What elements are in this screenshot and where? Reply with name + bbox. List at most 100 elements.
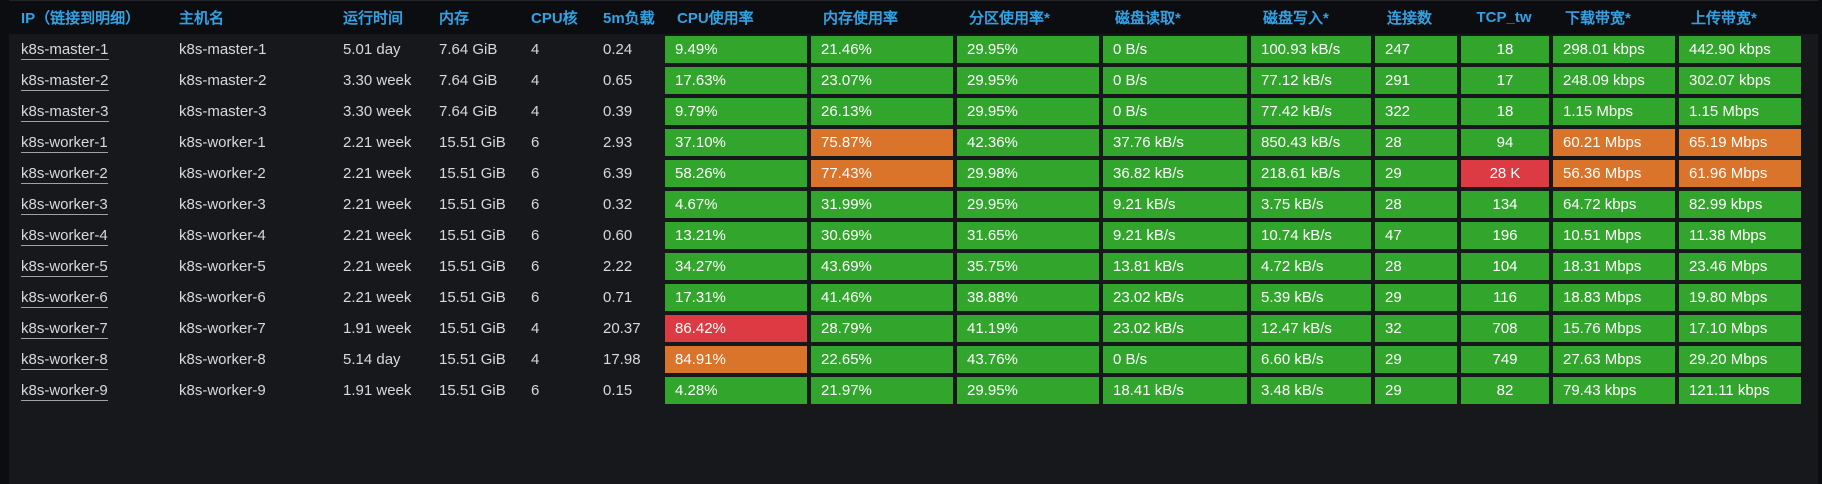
metric-value-partition_usage: 38.88%: [957, 284, 1099, 311]
cell-download_bw: 1.15 Mbps: [1553, 96, 1679, 127]
cell-connections: 28: [1375, 127, 1461, 158]
metric-value-disk_read: 0 B/s: [1103, 67, 1247, 94]
cell-hostname: k8s-worker-7: [179, 320, 266, 337]
cell-load_5m: 0.71: [603, 289, 633, 306]
table-row: k8s-worker-2 k8s-worker-2 2.21 week 15.51 G…: [9, 158, 1818, 189]
column-header-upload_bw[interactable]: 上传带宽*: [1679, 1, 1805, 34]
metric-value-cpu_usage: 84.91%: [665, 346, 807, 373]
metric-value-tcp_tw: 196: [1461, 222, 1549, 249]
metric-value-partition_usage: 31.65%: [957, 222, 1099, 249]
cell-ip: k8s-worker-8: [9, 344, 167, 375]
metric-value-tcp_tw: 708: [1461, 315, 1549, 342]
column-header-connections[interactable]: 连接数: [1375, 1, 1461, 34]
ip-detail-link[interactable]: k8s-master-2: [21, 72, 109, 91]
cell-download_bw: 15.76 Mbps: [1553, 313, 1679, 344]
metric-value-disk_read: 9.21 kB/s: [1103, 191, 1247, 218]
column-header-hostname[interactable]: 主机名: [167, 1, 331, 34]
column-header-load_5m[interactable]: 5m负载: [591, 1, 665, 34]
ip-detail-link[interactable]: k8s-worker-1: [21, 134, 108, 153]
cell-load_5m: 17.98: [603, 351, 641, 368]
cell-disk_read: 37.76 kB/s: [1103, 127, 1251, 158]
cell-cpu_usage: 9.49%: [665, 34, 811, 65]
metric-value-download_bw: 56.36 Mbps: [1553, 160, 1675, 187]
cell-mem_usage: 75.87%: [811, 127, 957, 158]
metric-value-upload_bw: 82.99 kbps: [1679, 191, 1801, 218]
column-header-download_bw[interactable]: 下载带宽*: [1553, 1, 1679, 34]
metric-value-connections: 28: [1375, 129, 1457, 156]
cell-disk_read: 36.82 kB/s: [1103, 158, 1251, 189]
cell-upload_bw: 29.20 Mbps: [1679, 344, 1805, 375]
cell-mem_usage: 30.69%: [811, 220, 957, 251]
column-header-cpu_cores[interactable]: CPU核: [519, 1, 591, 34]
cell-disk_read: 13.81 kB/s: [1103, 251, 1251, 282]
ip-detail-link[interactable]: k8s-worker-4: [21, 227, 108, 246]
column-header-partition_usage[interactable]: 分区使用率*: [957, 1, 1103, 34]
ip-detail-link[interactable]: k8s-worker-2: [21, 165, 108, 184]
column-header-tcp_tw[interactable]: TCP_tw: [1461, 1, 1553, 34]
cell-uptime: 5.14 day: [343, 351, 401, 368]
cell-cpu_cores: 6: [531, 165, 540, 182]
cell-ip: k8s-worker-9: [9, 375, 167, 406]
column-header-disk_write[interactable]: 磁盘写入*: [1251, 1, 1375, 34]
metric-value-download_bw: 64.72 kbps: [1553, 191, 1675, 218]
cell-uptime: 2.21 week: [343, 289, 412, 306]
cell-tcp_tw: 94: [1461, 127, 1553, 158]
cell-connections: 247: [1375, 34, 1461, 65]
metric-value-disk_read: 0 B/s: [1103, 346, 1247, 373]
cell-disk_write: 4.72 kB/s: [1251, 251, 1375, 282]
ip-detail-link[interactable]: k8s-worker-7: [21, 320, 108, 339]
table-row: k8s-worker-3 k8s-worker-3 2.21 week 15.51 G…: [9, 189, 1818, 220]
ip-detail-link[interactable]: k8s-worker-9: [21, 382, 108, 401]
metric-value-connections: 291: [1375, 67, 1457, 94]
cell-cpu_usage: 4.67%: [665, 189, 811, 220]
cell-upload_bw: 61.96 Mbps: [1679, 158, 1805, 189]
metric-value-disk_read: 0 B/s: [1103, 98, 1247, 125]
cell-uptime: 1.91 week: [343, 320, 412, 337]
cell-cpu_cores: 4: [531, 41, 540, 58]
column-header-disk_read[interactable]: 磁盘读取*: [1103, 1, 1251, 34]
cell-connections: 322: [1375, 96, 1461, 127]
table-header: IP（链接到明细） 主机名 运行时间 内存 CPU核 5m负载 CPU使用率 内存使用率 分区使…: [9, 1, 1818, 34]
cell-uptime: 3.30 week: [343, 72, 412, 89]
column-header-uptime[interactable]: 运行时间: [331, 1, 427, 34]
column-header-cpu_usage[interactable]: CPU使用率: [665, 1, 811, 34]
metric-value-cpu_usage: 86.42%: [665, 315, 807, 342]
ip-detail-link[interactable]: k8s-worker-5: [21, 258, 108, 277]
cell-cpu_usage: 9.79%: [665, 96, 811, 127]
cell-cpu_usage: 86.42%: [665, 313, 811, 344]
metric-value-tcp_tw: 18: [1461, 36, 1549, 63]
cell-disk_read: 9.21 kB/s: [1103, 220, 1251, 251]
cell-ip: k8s-worker-6: [9, 282, 167, 313]
cell-tcp_tw: 104: [1461, 251, 1553, 282]
cell-tcp_tw: 82: [1461, 375, 1553, 406]
cell-disk_read: 18.41 kB/s: [1103, 375, 1251, 406]
cell-load_5m: 0.65: [603, 72, 633, 89]
cell-upload_bw: 65.19 Mbps: [1679, 127, 1805, 158]
cell-ip: k8s-worker-1: [9, 127, 167, 158]
column-header-ip[interactable]: IP（链接到明细）: [9, 1, 167, 34]
metric-value-partition_usage: 29.95%: [957, 377, 1099, 404]
ip-detail-link[interactable]: k8s-worker-6: [21, 289, 108, 308]
ip-detail-link[interactable]: k8s-worker-3: [21, 196, 108, 215]
cell-connections: 29: [1375, 158, 1461, 189]
cell-upload_bw: 121.11 kbps: [1679, 375, 1805, 406]
metric-value-upload_bw: 23.46 Mbps: [1679, 253, 1801, 280]
table-row: k8s-worker-9 k8s-worker-9 1.91 week 15.51 G…: [9, 375, 1818, 406]
metric-value-partition_usage: 41.19%: [957, 315, 1099, 342]
metric-value-cpu_usage: 4.67%: [665, 191, 807, 218]
metric-value-mem_usage: 41.46%: [811, 284, 953, 311]
cell-uptime: 5.01 day: [343, 41, 401, 58]
cell-ip: k8s-master-1: [9, 34, 167, 65]
cell-connections: 32: [1375, 313, 1461, 344]
ip-detail-link[interactable]: k8s-master-1: [21, 41, 109, 60]
metric-value-disk_write: 4.72 kB/s: [1251, 253, 1371, 280]
column-header-memory[interactable]: 内存: [427, 1, 519, 34]
ip-detail-link[interactable]: k8s-master-3: [21, 103, 109, 122]
ip-detail-link[interactable]: k8s-worker-8: [21, 351, 108, 370]
table-row: k8s-master-2 k8s-master-2 3.30 week 7.64 Gi…: [9, 65, 1818, 96]
metric-value-partition_usage: 43.76%: [957, 346, 1099, 373]
column-header-mem_usage[interactable]: 内存使用率: [811, 1, 957, 34]
cell-upload_bw: 302.07 kbps: [1679, 65, 1805, 96]
metric-value-mem_usage: 22.65%: [811, 346, 953, 373]
cell-download_bw: 64.72 kbps: [1553, 189, 1679, 220]
